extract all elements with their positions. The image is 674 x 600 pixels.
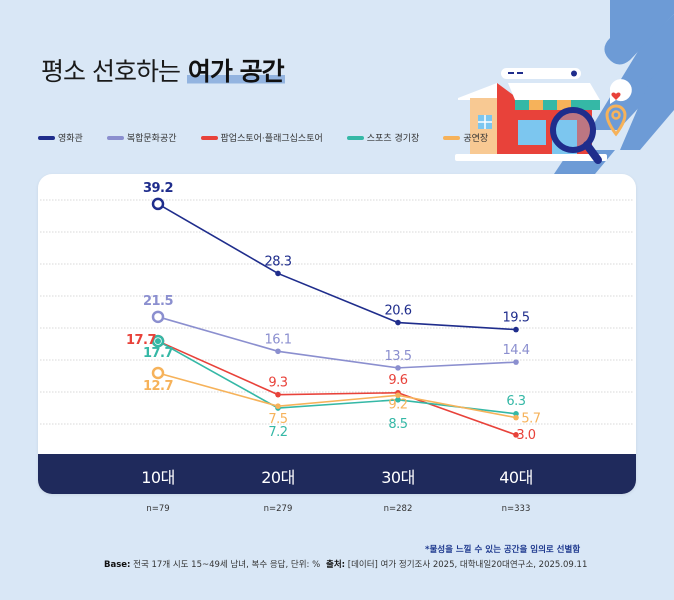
data-point <box>275 403 281 409</box>
legend-label: 복합문화공간 <box>126 134 177 144</box>
legend-label: 스포츠 경기장 <box>366 134 420 144</box>
sample-size-label: n=282 <box>383 504 413 514</box>
base-text: 전국 17개 시도 15~49세 남녀, 복수 응답, 단위: % <box>133 560 321 570</box>
legend-label: 영화관 <box>58 134 83 144</box>
data-label: 39.2 <box>143 181 173 196</box>
location-pin-icon <box>605 104 627 137</box>
series-line <box>157 203 517 331</box>
x-tick-label: 10대 <box>141 468 175 487</box>
data-label: 16.1 <box>265 332 292 347</box>
source-label: 출처: <box>326 560 346 570</box>
data-point <box>151 197 165 211</box>
chart-card: 10대 20대 30대 40대 <box>38 174 636 494</box>
sample-size-label: n=279 <box>263 504 293 514</box>
data-label: 12.7 <box>143 379 174 394</box>
data-point <box>513 326 519 333</box>
data-label: 9.3 <box>268 376 287 391</box>
legend-swatch <box>443 135 461 140</box>
chart-legend: 영화관 복합문화공간 팝업스토어·플래그십스토어 스포츠 경기장 공연장 <box>38 131 512 144</box>
x-axis-bar: 10대 20대 30대 40대 <box>38 454 636 494</box>
series-line <box>157 340 517 436</box>
source-text: [데이터] 여가 정기조사 2025, 대학내일20대연구소, 2025.09.… <box>347 560 588 570</box>
magnifier-icon <box>550 107 602 164</box>
legend-label: 팝업스토어·플래그십스토어 <box>220 134 323 144</box>
sample-size-label: n=333 <box>501 504 531 514</box>
data-label: 5.7 <box>521 412 540 427</box>
data-point <box>395 392 401 399</box>
base-label: Base: <box>104 560 131 570</box>
data-label: 7.2 <box>268 425 287 440</box>
data-label: 6.3 <box>506 394 525 409</box>
footnote: *물성을 느낄 수 있는 공간을 임의로 선별함 <box>425 545 581 555</box>
series-line <box>157 316 517 369</box>
data-point <box>395 365 401 371</box>
page-title: 평소 선호하는 여가 공간 <box>41 52 285 88</box>
data-label: 8.5 <box>388 417 407 432</box>
data-point <box>513 359 519 365</box>
data-label: 7.5 <box>268 412 287 427</box>
data-label: 28.3 <box>265 254 292 269</box>
title-highlight: 여가 공간 <box>186 57 285 86</box>
source-info: 출처: [데이터] 여가 정기조사 2025, 대학내일20대연구소, 2025… <box>326 558 587 570</box>
data-point <box>395 396 401 403</box>
data-label: 21.5 <box>143 294 174 309</box>
x-tick-label: 20대 <box>261 468 295 487</box>
data-point-overlap <box>155 338 161 345</box>
series-line <box>157 340 517 415</box>
legend-item: 영화관 <box>38 131 83 144</box>
heart-bubble-icon <box>610 79 632 104</box>
legend-item: 스포츠 경기장 <box>346 131 420 144</box>
x-tick-label: 40대 <box>499 468 533 487</box>
data-point <box>151 366 165 380</box>
data-point <box>275 348 281 355</box>
legend-swatch <box>106 135 124 140</box>
x-tick-label: 30대 <box>381 468 415 487</box>
data-point <box>513 432 519 438</box>
legend-item: 공연장 <box>443 131 488 144</box>
data-label: 3.0 <box>516 428 535 443</box>
data-point <box>395 319 401 326</box>
data-label: 20.6 <box>385 304 412 319</box>
data-label: 17.7 <box>126 333 157 348</box>
legend-label: 공연장 <box>463 134 489 144</box>
data-point <box>275 391 281 398</box>
data-label: 14.4 <box>503 343 530 358</box>
store-illustration <box>455 0 674 180</box>
legend-item: 팝업스토어·플래그십스토어 <box>200 131 323 144</box>
data-point <box>513 414 519 421</box>
data-label: 19.5 <box>503 311 530 326</box>
legend-item: 복합문화공간 <box>106 131 177 144</box>
legend-swatch <box>346 135 364 140</box>
data-label: 13.5 <box>385 349 412 364</box>
legend-swatch <box>200 135 218 140</box>
data-label: 9.6 <box>388 373 407 388</box>
legend-swatch <box>38 135 55 140</box>
data-point <box>275 270 281 277</box>
base-info: Base: 전국 17개 시도 15~49세 남녀, 복수 응답, 단위: % <box>104 558 320 570</box>
data-point <box>151 310 165 324</box>
data-label: 9.2 <box>388 397 407 412</box>
series-line <box>157 372 517 419</box>
search-bar-icon <box>501 68 581 79</box>
data-label: 17.7 <box>143 346 174 361</box>
data-point <box>513 411 519 417</box>
title-normal: 평소 선호하는 <box>41 57 181 86</box>
sample-size-label: n=79 <box>146 504 170 514</box>
